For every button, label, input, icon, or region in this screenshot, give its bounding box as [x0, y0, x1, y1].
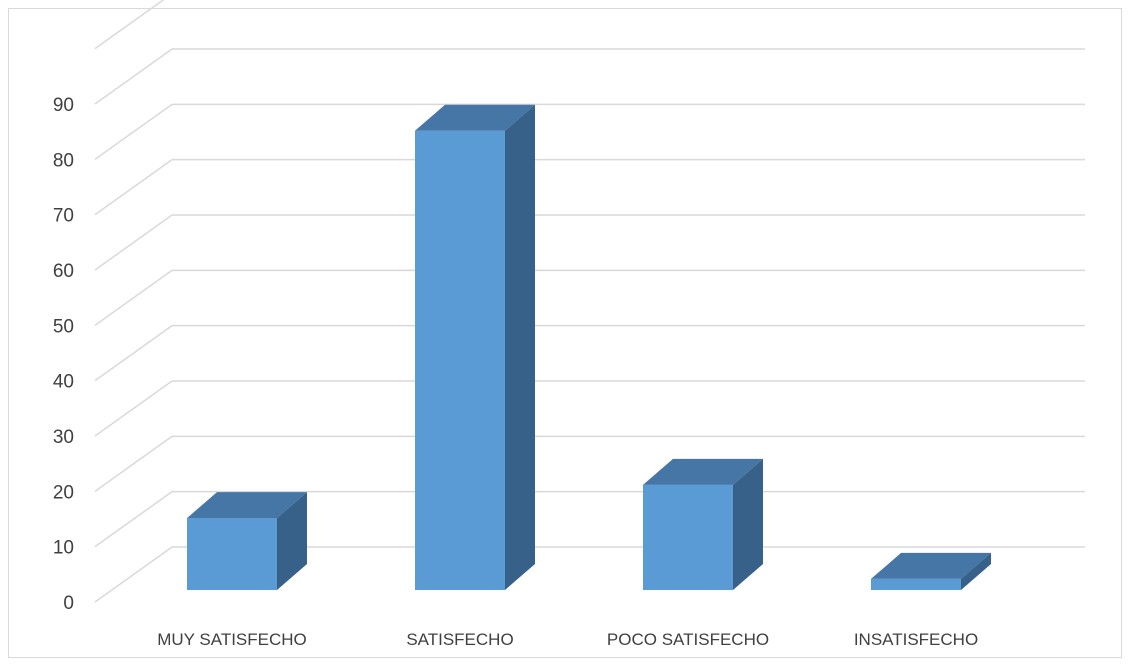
x-category-label: SATISFECHO: [406, 630, 513, 649]
y-tick-label: 90: [53, 95, 74, 116]
bar: [871, 552, 991, 590]
gridline-diagonal: [94, 103, 173, 160]
bar: [187, 492, 307, 590]
bar-side: [961, 552, 991, 590]
bar-side: [505, 104, 535, 590]
y-tick-label: 70: [53, 206, 74, 227]
gridline-diagonal: [94, 0, 165, 50]
y-tick-label: 80: [53, 150, 74, 171]
gridline-diagonal: [94, 48, 173, 105]
y-tick-label: 50: [53, 316, 74, 337]
gridline-diagonal: [94, 491, 173, 548]
x-category-label: MUY SATISFECHO: [157, 630, 307, 649]
bar-front: [871, 578, 961, 590]
bar: [415, 104, 535, 590]
bar-top: [415, 104, 535, 131]
y-tick-label: 30: [53, 427, 74, 448]
x-category-label: INSATISFECHO: [854, 630, 978, 649]
x-category-label: POCO SATISFECHO: [607, 630, 769, 649]
gridlines: [94, 0, 1085, 603]
x-axis-labels: MUY SATISFECHO SATISFECHO POCO SATISFECHO I…: [157, 630, 978, 649]
gridline-diagonal: [94, 435, 173, 492]
gridline-diagonal: [94, 214, 173, 271]
bar-side: [277, 492, 307, 590]
y-tick-label: 0: [63, 593, 74, 614]
bar-top: [871, 552, 991, 579]
bars: [187, 104, 991, 590]
gridline-diagonal: [94, 380, 173, 437]
gridline-diagonal: [94, 546, 173, 603]
y-tick-label: 10: [53, 538, 74, 559]
y-tick-label: 40: [53, 372, 74, 393]
gridline-diagonal: [94, 159, 173, 216]
gridline-diagonal: [94, 269, 173, 326]
y-tick-label: 60: [53, 261, 74, 282]
bar-top: [643, 458, 763, 485]
bar-front: [187, 518, 277, 590]
y-axis-ticks: 0 10 20 30 40 50 60 70 80 90: [53, 95, 74, 614]
bar-front: [643, 484, 733, 590]
bar-top: [187, 492, 307, 519]
bar-front: [415, 130, 505, 590]
bar: [643, 458, 763, 590]
y-tick-label: 20: [53, 482, 74, 503]
bar-side: [733, 458, 763, 590]
gridline-diagonal: [94, 325, 173, 382]
